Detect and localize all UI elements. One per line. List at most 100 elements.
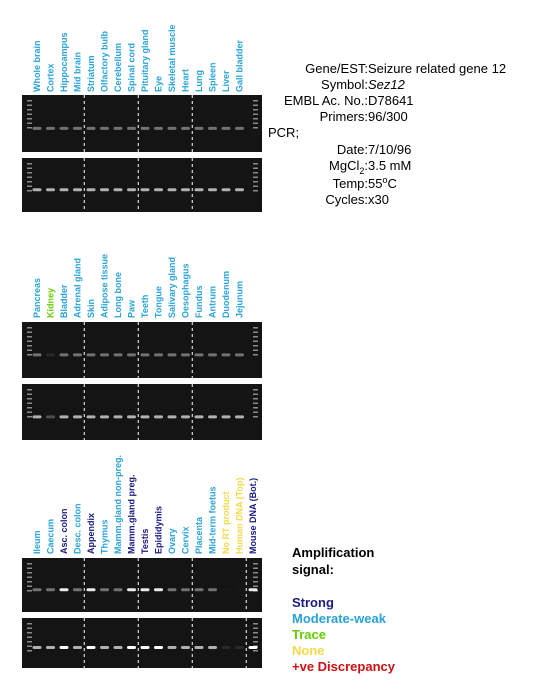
- lane-label: Cortex: [46, 63, 56, 92]
- lane-label: Oesophagus: [181, 263, 191, 318]
- ladder-band: [253, 585, 258, 587]
- ladder-band: [27, 572, 32, 574]
- ladder-band: [27, 398, 32, 400]
- band: [100, 646, 109, 649]
- ladder-band: [253, 389, 258, 391]
- ladder-band: [27, 590, 32, 592]
- ladder-band: [253, 176, 258, 178]
- band: [140, 353, 150, 357]
- lane-label: Cerebellum: [113, 43, 123, 92]
- ladder-band: [253, 581, 258, 583]
- ladder-band: [253, 398, 258, 400]
- band: [154, 588, 163, 592]
- band: [194, 588, 204, 592]
- band: [181, 415, 190, 419]
- band: [86, 353, 96, 357]
- band: [194, 126, 204, 130]
- band: [248, 588, 258, 592]
- band: [194, 646, 204, 649]
- lane-label: Jejunum: [235, 281, 245, 318]
- lane-label: Salivary gland: [167, 257, 177, 318]
- band: [100, 415, 109, 419]
- ladder-band: [253, 632, 258, 634]
- legend-item: Strong: [292, 595, 334, 610]
- legend-item: None: [292, 643, 325, 658]
- lane-label: Testis: [140, 529, 150, 554]
- panel: Ileum Caecum Asc. colon Desc. colon Appendix…: [22, 455, 262, 668]
- band: [221, 188, 231, 192]
- band: [127, 415, 136, 419]
- band: [235, 646, 244, 649]
- band: [154, 646, 163, 649]
- info-colon: :: [364, 158, 368, 173]
- ladder-band: [253, 172, 258, 174]
- band: [127, 588, 136, 592]
- lane-label: Bladder: [59, 284, 69, 318]
- band: [73, 353, 82, 357]
- band: [46, 353, 55, 357]
- band: [100, 188, 109, 192]
- lane-label: Whole brain: [32, 41, 42, 93]
- band: [167, 126, 177, 130]
- ladder-band: [27, 104, 32, 106]
- lane-label: Heart: [181, 69, 191, 92]
- ladder-band: [253, 563, 258, 565]
- lane-label: Ileum: [32, 530, 42, 554]
- ladder-band: [27, 100, 32, 102]
- ladder-band: [27, 127, 32, 129]
- ladder-band: [253, 627, 258, 629]
- ladder-band: [253, 122, 258, 124]
- info-label: Cycles:: [325, 192, 368, 207]
- gel: [22, 322, 262, 378]
- ladder-band: [253, 623, 258, 625]
- ladder-band: [27, 163, 32, 165]
- band: [46, 126, 55, 130]
- info-label: Gene/EST:: [305, 61, 368, 76]
- ladder-band: [27, 632, 32, 634]
- band: [140, 646, 150, 649]
- band: [235, 126, 244, 130]
- lane-label: Cervix: [181, 526, 191, 554]
- band: [86, 126, 96, 130]
- ladder-band: [253, 349, 258, 351]
- band: [154, 126, 163, 130]
- ladder-band: [27, 627, 32, 629]
- band: [113, 126, 123, 130]
- ladder-band: [27, 109, 32, 111]
- legend-item: Moderate-weak: [292, 611, 387, 626]
- ladder-band: [253, 327, 258, 329]
- band: [140, 588, 150, 592]
- gel: [22, 384, 262, 440]
- ladder-band: [27, 190, 32, 192]
- band: [248, 646, 258, 649]
- band: [167, 415, 177, 419]
- band: [235, 415, 244, 419]
- band: [73, 188, 82, 192]
- info-label: MgCl: [329, 158, 359, 173]
- legend-item: Trace: [292, 627, 326, 642]
- ladder-band: [253, 185, 258, 187]
- lane-label: Adrenal gland: [73, 258, 83, 318]
- info-label: PCR;: [268, 125, 299, 140]
- info-label: Primers:: [320, 109, 368, 124]
- band: [73, 588, 82, 592]
- ladder-band: [27, 354, 32, 356]
- ladder-band: [27, 345, 32, 347]
- band: [140, 415, 150, 419]
- band: [59, 415, 69, 419]
- band: [32, 646, 42, 649]
- ladder-band: [253, 407, 258, 409]
- ladder-band: [253, 100, 258, 102]
- ladder-band: [253, 354, 258, 356]
- ladder-band: [27, 113, 32, 115]
- ladder-band: [27, 581, 32, 583]
- lane-label: Antrum: [208, 286, 218, 318]
- lane-label: Tongue: [154, 286, 164, 318]
- band: [235, 588, 244, 592]
- lane-label: Skeletal muscle: [167, 24, 177, 92]
- band: [154, 353, 163, 357]
- band: [208, 646, 217, 649]
- band: [32, 415, 42, 419]
- ladder-band: [253, 416, 258, 418]
- band: [208, 353, 217, 357]
